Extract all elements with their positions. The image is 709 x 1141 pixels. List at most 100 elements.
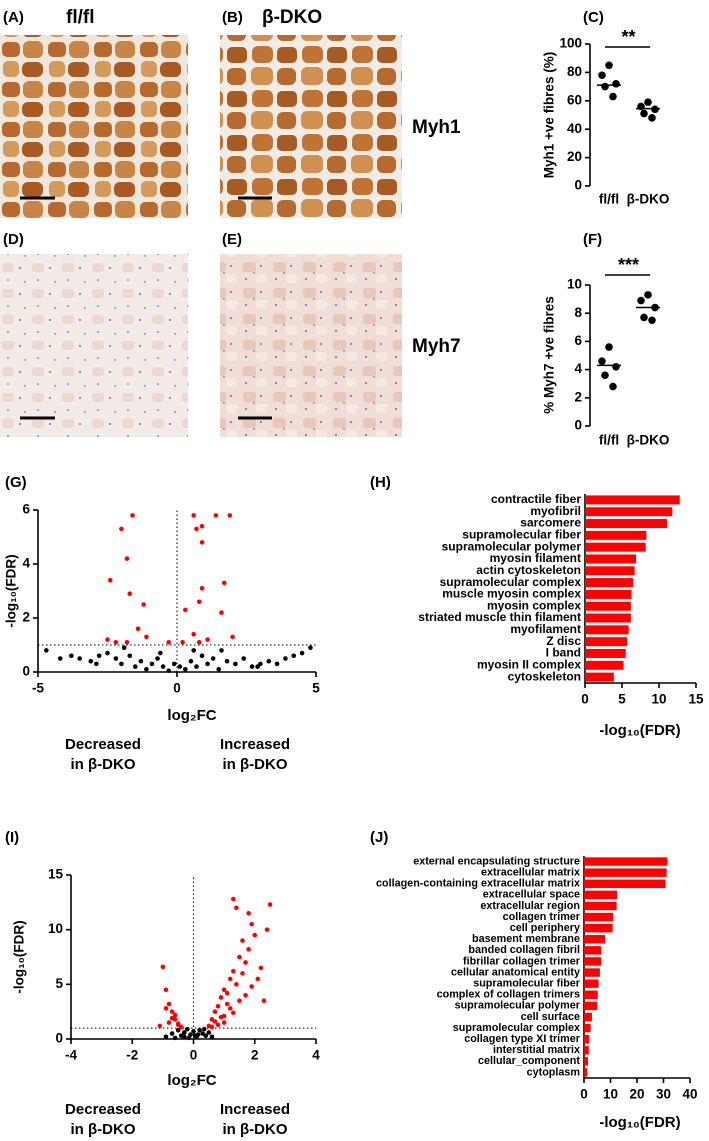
panel-label: (D) [3,231,24,248]
data-point [191,648,196,653]
data-point [241,656,247,661]
x-axis-label: -log₁₀(FDR) [599,1114,680,1131]
bar [584,868,667,877]
bar [585,637,628,647]
data-point [644,291,652,299]
y-tick-label: 4 [574,361,582,376]
data-point [196,599,202,605]
data-point [121,645,127,650]
data-point [612,362,620,371]
data-point [194,664,199,669]
annotation: in β-DKO [71,756,136,773]
category-label: myosin complex [487,598,581,612]
data-point [166,640,171,645]
data-point [252,932,258,938]
data-point [233,661,238,667]
bar [584,1068,588,1077]
data-point [69,653,74,659]
data-point [261,998,267,1004]
data-point [124,556,130,561]
data-point [160,964,166,970]
category-label: cell periphery [510,922,580,934]
y-tick-label: 0 [574,178,582,193]
row-label: Myh7 [412,336,461,357]
data-point [227,1006,233,1011]
annotation: Decreased [65,736,141,753]
bar [584,857,668,866]
data-point [246,910,251,916]
data-point [160,664,166,669]
data-point [141,602,146,607]
category-label: extracellular matrix [481,867,580,879]
data-point [166,1020,172,1025]
data-point [219,648,224,653]
x-axis-label: log₂FC [167,1072,216,1089]
data-point [113,640,119,645]
annotation: in β-DKO [223,756,288,773]
y-tick-label: 0 [574,418,582,433]
data-point [216,667,221,672]
data-point [188,658,194,664]
annotation: in β-DKO [223,1121,288,1138]
category-label: Z disc [546,634,581,648]
data-point [127,653,133,659]
data-point [183,607,188,613]
data-point [249,984,254,989]
data-point [231,1010,236,1016]
data-point [215,1022,221,1028]
data-point [255,976,261,982]
data-point [44,648,49,653]
data-point [166,668,171,673]
data-point [177,664,183,669]
x-axis-label: log₂FC [167,707,216,724]
data-point [224,1001,230,1007]
significance: ** [621,27,635,47]
bar [585,672,614,682]
bar [584,912,614,922]
data-point [191,1029,196,1034]
data-point [644,98,652,107]
data-point [234,982,239,987]
data-point [57,656,63,661]
micrograph [220,35,402,218]
data-point [258,965,264,971]
annotation: Increased [220,1101,290,1118]
data-point [231,968,236,974]
data-point [191,631,196,637]
data-point [221,1020,227,1025]
x-tick-label: 20 [629,1087,644,1102]
bar [584,990,598,999]
data-point [267,902,273,907]
y-tick-label: 0 [55,1031,63,1046]
category-label: supramolecular polymer [455,1000,581,1012]
data-point [96,653,102,659]
data-point [274,661,280,667]
data-point [192,1033,198,1039]
category-label: sarcomere [520,516,581,530]
y-axis-label: Myh1 +ve fibres (%) [542,52,557,178]
data-point [205,661,210,667]
category-label: collagen type XI trimer [464,1033,581,1045]
bar [585,648,626,658]
data-point [185,1026,190,1032]
y-tick-label: 5 [55,976,63,991]
data-point [127,591,133,596]
micrograph [0,35,188,218]
category-label: I band [546,646,581,660]
category-label: myosin filament [490,551,581,565]
data-point [227,513,233,518]
data-point [205,637,210,642]
x-tick-label: 30 [656,1087,671,1102]
data-point [171,661,177,667]
bar [584,1001,598,1011]
bar [584,1046,589,1055]
bar [584,923,613,933]
data-point [182,1034,187,1040]
annotation: Increased [220,736,290,753]
data-point [283,656,288,661]
category-label: supramolecular complex [440,575,582,589]
bar [584,979,599,988]
x-tick-label: 0 [190,1048,198,1063]
category-label: complex of collagen trimers [437,989,580,1001]
data-point [264,927,270,932]
